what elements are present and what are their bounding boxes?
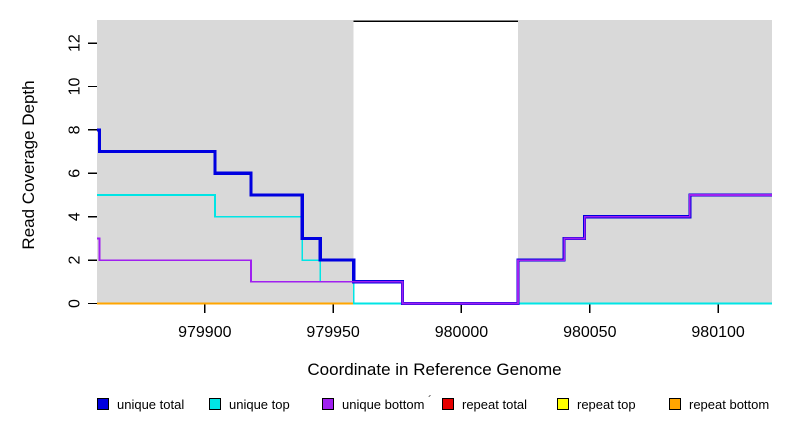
x-axis-tick-label: 980100	[691, 324, 744, 341]
legend-label: unique top	[229, 396, 290, 412]
unique-top-swatch-icon	[209, 398, 221, 410]
series-unique-top-line	[97, 194, 772, 305]
plot-area: 979900 979950 980000 980050 980100 0 2 4 6 8 10 12	[67, 20, 772, 341]
legend-item-repeat-top: repeat top	[557, 396, 636, 412]
y-axis-tick-label: 6	[67, 169, 84, 178]
repeat-total-swatch-icon	[442, 398, 454, 410]
y-axis-tick-label: 2	[67, 256, 84, 265]
legend-item-unique-total: unique total	[97, 396, 184, 412]
x-axis-tick-label: 979900	[178, 324, 231, 341]
repeat-bottom-swatch-icon	[669, 398, 681, 410]
unique-total-swatch-icon	[97, 398, 109, 410]
legend-label: repeat bottom	[689, 396, 770, 412]
y-axis-tick-label: 4	[67, 212, 84, 221]
y-axis-tick-label: 12	[67, 34, 84, 52]
x-axis-tick-label: 980050	[563, 324, 616, 341]
legend-item-repeat-bottom: repeat bottom	[669, 396, 769, 412]
x-axis-tick-label: 979950	[306, 324, 359, 341]
x-axis-tick-label: 980000	[435, 324, 488, 341]
legend-item-unique-top: unique top	[209, 396, 290, 412]
y-axis-title: Read Coverage Depth	[19, 80, 38, 250]
highlight-region	[353, 20, 518, 304]
stray-tick-mark: ´	[428, 393, 432, 407]
legend-item-unique-bottom: unique bottom	[322, 396, 424, 412]
legend-item-repeat-total: repeat total	[442, 396, 527, 412]
x-axis-title: Coordinate in Reference Genome	[307, 360, 562, 379]
y-axis-tick-label: 10	[67, 78, 84, 96]
legend-label: repeat total	[462, 396, 528, 412]
series-unique-bottom-line	[97, 194, 772, 305]
y-axis-tick-label: 8	[67, 125, 84, 134]
repeat-top-swatch-icon	[557, 398, 569, 410]
legend-label: unique bottom	[342, 396, 425, 412]
legend-label: unique total	[117, 396, 185, 412]
unique-bottom-swatch-icon	[322, 398, 334, 410]
legend-label: repeat top	[577, 396, 636, 412]
y-axis-tick-label: 0	[67, 299, 84, 308]
